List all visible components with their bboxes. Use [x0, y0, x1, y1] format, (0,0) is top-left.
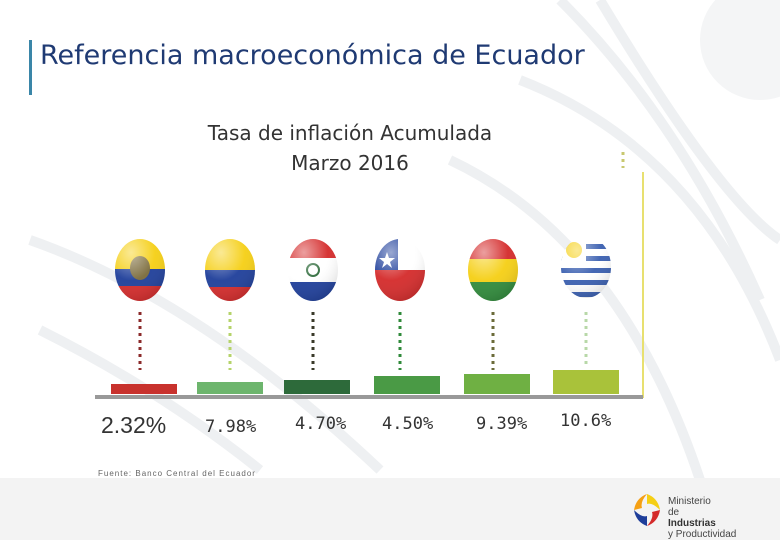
title-accent-bar: [29, 40, 32, 95]
flag-colombia-icon: [205, 239, 255, 301]
logo-line1: Ministerio: [668, 496, 711, 507]
value-label-uruguay: 10.6%: [560, 411, 612, 431]
value-label-ecuador: 2.32%: [101, 412, 167, 438]
bars: [111, 370, 619, 394]
ministry-logo-text: Ministerio de Industrias y Productividad: [668, 496, 736, 540]
chart-title: Tasa de inflación Acumulada Marzo 2016: [150, 118, 550, 178]
flag-uruguay-icon: [561, 236, 611, 298]
value-label-chile: 4.50%: [382, 414, 434, 434]
bar-colombia: [197, 382, 263, 394]
bar-paraguay: [284, 380, 350, 394]
flag-ecuador-icon: [115, 239, 165, 301]
chart-title-line1: Tasa de inflación Acumulada: [207, 121, 493, 145]
value-label-colombia: 7.98%: [205, 417, 257, 437]
bar-uruguay: [553, 370, 619, 394]
bar-chile: [374, 376, 440, 394]
flag-bolivia-icon: [468, 239, 518, 301]
bar-ecuador: [111, 384, 177, 394]
source-note: Fuente: Banco Central del Ecuador: [98, 469, 256, 478]
leader-lines: [138, 152, 625, 370]
chart-subtitle: Marzo 2016: [291, 151, 409, 175]
bar-bolivia: [464, 374, 530, 394]
page-title: Referencia macroeconómica de Ecuador: [40, 40, 585, 71]
value-label-paraguay: 4.70%: [295, 414, 347, 434]
logo-line2: de: [668, 507, 680, 518]
logo-line3: Industrias: [668, 518, 716, 529]
ministry-logo-icon: [634, 494, 660, 526]
logo-line4: y Productividad: [668, 529, 737, 540]
flag-chile-icon: [375, 239, 425, 301]
value-label-bolivia: 9.39%: [476, 414, 528, 434]
flag-paraguay-icon: [288, 239, 338, 301]
footer-band: [0, 478, 780, 540]
